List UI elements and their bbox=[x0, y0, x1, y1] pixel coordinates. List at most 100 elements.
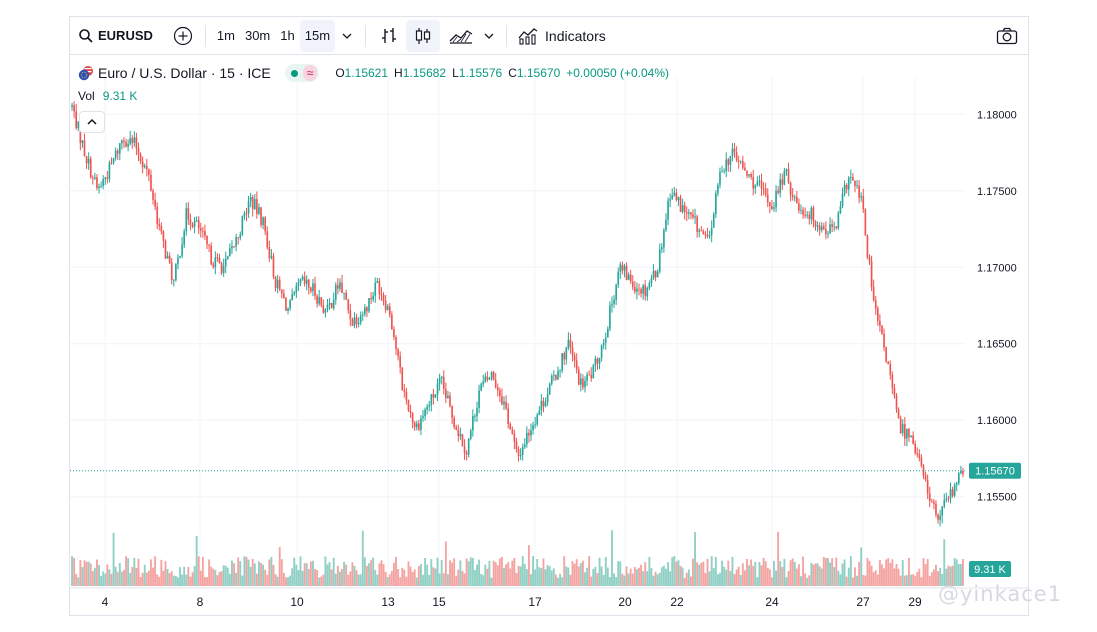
candle-body bbox=[681, 205, 684, 212]
volume-bar bbox=[891, 559, 894, 586]
candles-button[interactable] bbox=[406, 19, 441, 52]
candle-body bbox=[170, 262, 173, 281]
candle-body bbox=[723, 171, 725, 173]
candle-body bbox=[669, 198, 671, 201]
volume-bar bbox=[131, 566, 134, 586]
volume-bar bbox=[789, 560, 792, 586]
candle-body bbox=[785, 169, 788, 172]
indicators-button[interactable]: Indicators bbox=[513, 20, 610, 52]
volume-bar bbox=[534, 569, 537, 586]
volume-bar bbox=[147, 570, 150, 586]
market-open-dot-icon bbox=[290, 69, 298, 77]
candle-body bbox=[827, 233, 829, 235]
volume-bar bbox=[588, 556, 591, 586]
compare-button[interactable] bbox=[167, 20, 199, 52]
top-toolbar: EURUSD 1m 30m 1h 15m Indicators bbox=[70, 17, 1028, 55]
interval-15m[interactable]: 15m bbox=[299, 19, 336, 52]
volume-bar bbox=[719, 572, 721, 586]
candle-body bbox=[849, 177, 852, 178]
volume-bar bbox=[359, 574, 362, 586]
candle-body bbox=[690, 212, 692, 215]
volume-bar bbox=[341, 569, 343, 586]
volume-bar bbox=[434, 568, 437, 586]
candle-body bbox=[746, 170, 748, 176]
symbol-search[interactable]: EURUSD bbox=[70, 20, 159, 52]
volume-bar bbox=[696, 562, 699, 586]
candle-body bbox=[301, 276, 304, 280]
candle-body bbox=[814, 220, 817, 227]
volume-bar bbox=[955, 559, 958, 586]
candle-body bbox=[349, 310, 352, 320]
candle-body bbox=[418, 423, 420, 430]
candle-body bbox=[854, 180, 856, 187]
volume-bar bbox=[212, 568, 215, 586]
candle-body bbox=[465, 452, 468, 455]
candle-body bbox=[472, 415, 474, 431]
volume-bar bbox=[73, 557, 76, 586]
volume-bar bbox=[397, 569, 400, 586]
candle-body bbox=[320, 297, 323, 306]
price-chart[interactable]: 1.18000 1.17500 1.17000 1.16500 1.16000 1.155… bbox=[70, 17, 1028, 615]
volume-bar bbox=[363, 557, 366, 586]
volume-bar bbox=[386, 577, 389, 586]
candle-body bbox=[908, 428, 910, 438]
candle-body bbox=[222, 266, 225, 273]
candle-body bbox=[883, 333, 885, 348]
volume-bar bbox=[893, 568, 896, 586]
candle-body bbox=[305, 279, 308, 284]
candle-body bbox=[667, 200, 669, 220]
candle-body bbox=[397, 349, 399, 357]
interval-1h[interactable]: 1h bbox=[280, 28, 295, 43]
interval-1m[interactable]: 1m bbox=[216, 28, 235, 43]
volume-bar bbox=[278, 547, 281, 586]
candle-body bbox=[112, 157, 115, 163]
candle-body bbox=[615, 284, 617, 300]
volume-bar bbox=[760, 565, 763, 586]
volume-bar bbox=[316, 569, 319, 586]
interval-30m[interactable]: 30m bbox=[244, 28, 271, 43]
volume-bar bbox=[883, 568, 885, 586]
candle-body bbox=[139, 154, 142, 162]
candle-body bbox=[810, 207, 813, 220]
candle-body bbox=[272, 256, 275, 277]
volume-bar bbox=[374, 569, 377, 586]
candle-body bbox=[609, 305, 611, 329]
candle-body bbox=[380, 294, 383, 296]
market-status-badge[interactable]: ≈ bbox=[284, 64, 320, 82]
candle-body bbox=[353, 317, 356, 326]
candle-body bbox=[251, 197, 254, 209]
screenshot-button[interactable] bbox=[992, 20, 1022, 52]
volume-bar bbox=[743, 570, 746, 586]
candle-body bbox=[123, 140, 125, 143]
volume-bar bbox=[777, 531, 780, 586]
candle-body bbox=[384, 300, 387, 310]
candle-body bbox=[243, 213, 246, 217]
volume-bar bbox=[561, 577, 564, 586]
candle-body bbox=[494, 380, 497, 388]
candle-body bbox=[264, 217, 267, 232]
candle-body bbox=[550, 375, 553, 384]
area-style-button[interactable] bbox=[444, 20, 478, 52]
volume-bar bbox=[220, 571, 223, 586]
volume-bar bbox=[500, 556, 503, 586]
volume-bar bbox=[669, 571, 672, 586]
collapse-legend-button[interactable] bbox=[79, 111, 105, 133]
volume-bar bbox=[123, 569, 125, 586]
bar-style-button[interactable] bbox=[372, 20, 406, 52]
candle-body bbox=[812, 207, 815, 221]
volume-bar bbox=[455, 575, 458, 586]
candle-body bbox=[459, 434, 462, 437]
symbol-title[interactable]: Euro / U.S. Dollar · 15 · ICE bbox=[98, 65, 271, 81]
volume-bar bbox=[494, 562, 497, 586]
chart-type-dropdown[interactable] bbox=[478, 20, 500, 52]
volume-bar bbox=[908, 557, 910, 586]
candle-body bbox=[592, 365, 595, 379]
volume-bar bbox=[860, 547, 863, 586]
candle-body bbox=[324, 309, 327, 313]
candle-body bbox=[937, 514, 939, 520]
volume-bar bbox=[702, 561, 705, 586]
interval-dropdown[interactable] bbox=[335, 20, 359, 52]
volume-bar bbox=[505, 564, 508, 586]
candle-body bbox=[764, 188, 767, 195]
volume-bar bbox=[463, 573, 466, 586]
